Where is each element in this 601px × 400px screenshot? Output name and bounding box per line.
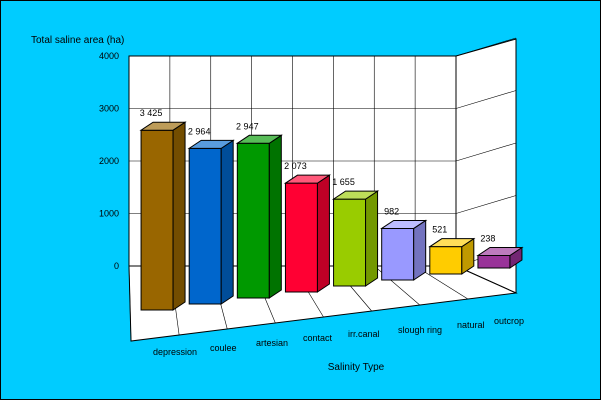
bar-slough-ring [380,219,428,281]
x-tick-label: coulee [210,343,237,353]
x-tick-label: outcrop [494,316,524,326]
x-tick-label: depression [153,347,197,357]
bar-top [380,219,428,229]
value-label: 982 [384,206,399,216]
side-gridline [455,195,517,214]
bar-side [316,174,330,293]
bar-outcrop [476,246,524,269]
x-tick-label: artesian [256,338,288,348]
bar-top [139,121,187,131]
bar-natural [428,237,476,275]
y-tick-label: 4000 [99,51,119,61]
bar-coulee [187,139,235,305]
y-axis-title: Total saline area (ha) [31,35,124,46]
x-tick-label: irr.canal [348,329,380,339]
bar-front [381,227,415,281]
bar-front [236,142,270,299]
bar-front [429,246,463,275]
bar-front [284,182,318,293]
x-axis-title: Salinity Type [328,362,385,373]
side-gridline [455,142,517,162]
value-label: 3 425 [140,108,163,118]
bar-side [413,219,427,281]
side-gridline [455,90,517,109]
bar-contact [283,174,332,293]
bar-side [220,139,234,305]
bar-top [476,247,524,257]
floor-gridline [128,265,132,342]
y-tick-label: 0 [114,261,119,271]
side-gridline [455,37,517,57]
value-label: 1 655 [332,177,355,187]
value-label: 2 073 [284,161,307,171]
bar-front [140,129,174,311]
x-tick-label: contact [303,333,333,343]
bar-side [365,190,379,287]
bar-front [188,147,222,305]
bar-front [477,255,511,269]
bar-top [428,238,476,248]
bar-artesian [235,134,283,299]
bars-group [139,121,524,311]
bar-side [172,121,186,311]
value-label: 2 964 [188,126,211,136]
y-tick-label: 2000 [99,156,119,166]
value-label: 238 [480,234,495,244]
x-tick-label: slough ring [398,325,442,335]
bar-irr-canal [331,190,380,287]
y-tick-label: 1000 [99,209,119,219]
bar-top [283,174,332,184]
value-label: 2 947 [236,121,259,131]
bar-front [333,198,367,287]
y-tick-label: 3000 [99,104,119,114]
bar-side [268,134,282,299]
bar-top [235,134,283,144]
labels-group: 3 425 2 964 2 947 2 073 1 655 982 521 238 depres… [140,108,524,357]
bar-depression [139,121,187,311]
x-tick-label: natural [457,320,485,330]
bar-top [187,139,235,149]
bar-top [331,190,380,200]
value-label: 521 [432,225,447,235]
